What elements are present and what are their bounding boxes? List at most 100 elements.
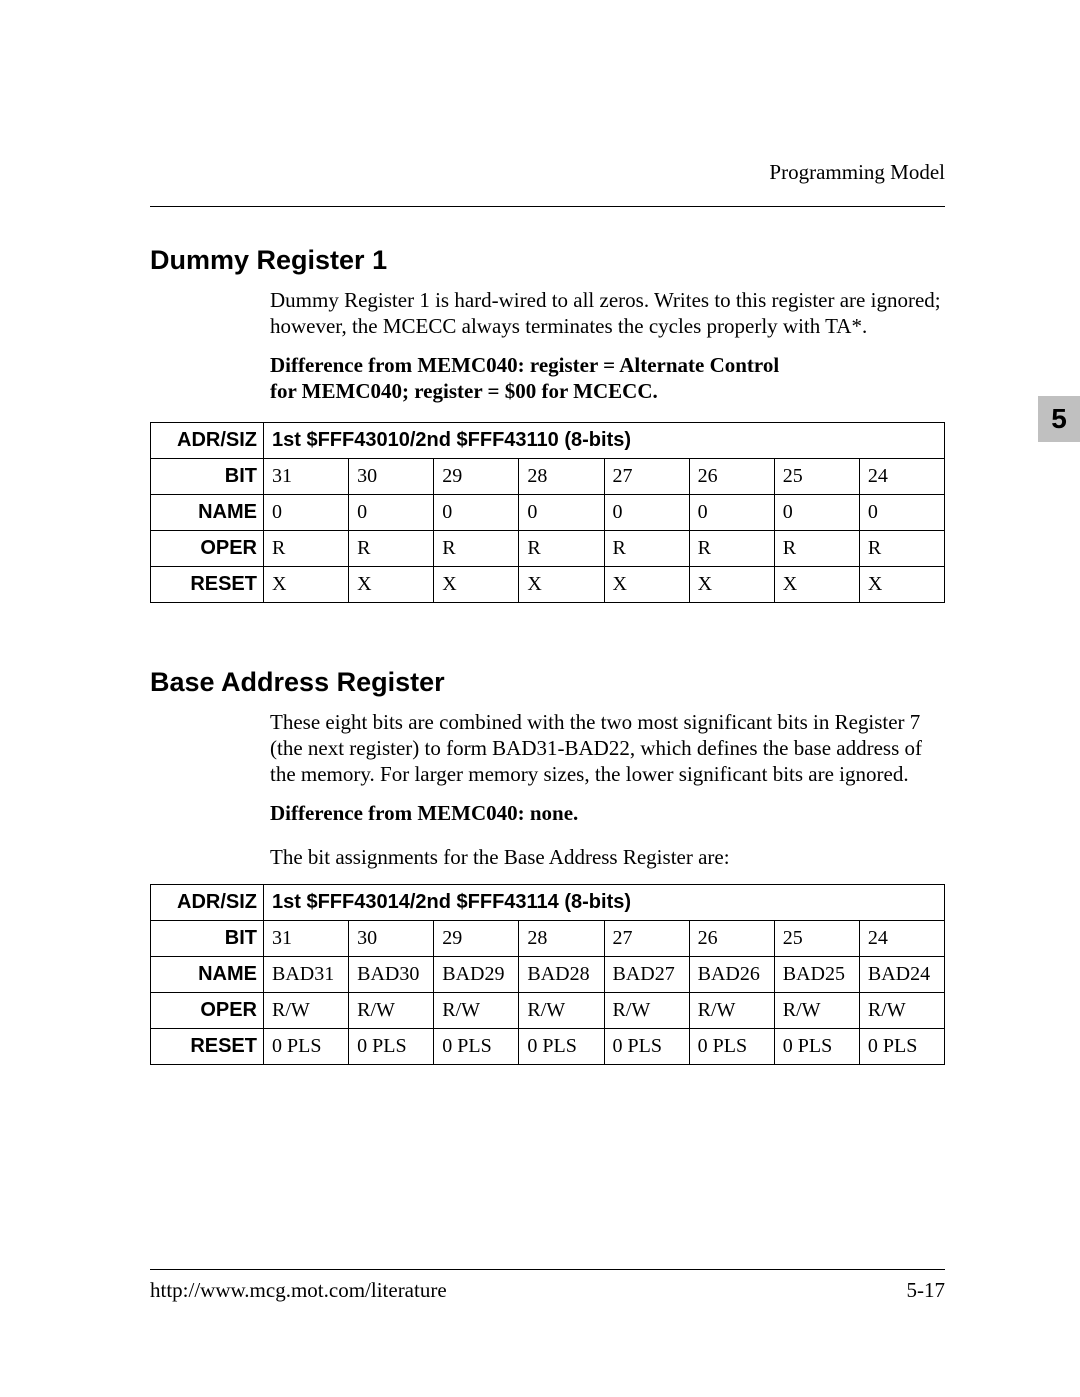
cell: 25	[774, 921, 859, 957]
cell: R	[434, 531, 519, 567]
cell: 28	[519, 921, 604, 957]
cell: BAD29	[434, 957, 519, 993]
cell: R/W	[604, 993, 689, 1029]
section1-register-table: ADR/SIZ 1st $FFF43010/2nd $FFF43110 (8-b…	[150, 422, 945, 603]
cell: 28	[519, 459, 604, 495]
cell: 24	[859, 921, 944, 957]
cell: 27	[604, 921, 689, 957]
cell: R/W	[434, 993, 519, 1029]
row-label-adrsiz: ADR/SIZ	[151, 885, 264, 921]
page-header: Programming Model	[150, 160, 945, 196]
header-rule	[150, 206, 945, 207]
row-label-name: NAME	[151, 957, 264, 993]
cell: 0 PLS	[774, 1029, 859, 1065]
section1-heading: Dummy Register 1	[150, 245, 945, 276]
cell: 0	[774, 495, 859, 531]
cell: X	[859, 567, 944, 603]
cell: 0	[264, 495, 349, 531]
cell: BAD27	[604, 957, 689, 993]
section2-heading: Base Address Register	[150, 667, 945, 698]
row-label-oper: OPER	[151, 993, 264, 1029]
section1-diff-line1: Difference from MEMC040: register = Alte…	[270, 353, 779, 377]
cell: X	[264, 567, 349, 603]
row-label-oper: OPER	[151, 531, 264, 567]
cell: X	[349, 567, 434, 603]
table-row: OPER R/W R/W R/W R/W R/W R/W R/W R/W	[151, 993, 945, 1029]
cell: 0	[604, 495, 689, 531]
section2-body: These eight bits are combined with the t…	[270, 710, 945, 870]
section2-diff-note: Difference from MEMC040: none.	[270, 801, 945, 827]
cell: 26	[689, 921, 774, 957]
cell: R/W	[774, 993, 859, 1029]
cell: 29	[434, 921, 519, 957]
adr-siz-value: 1st $FFF43014/2nd $FFF43114 (8-bits)	[264, 885, 945, 921]
table-row: ADR/SIZ 1st $FFF43010/2nd $FFF43110 (8-b…	[151, 423, 945, 459]
table-row: BIT 31 30 29 28 27 26 25 24	[151, 921, 945, 957]
cell: R	[774, 531, 859, 567]
cell: BAD30	[349, 957, 434, 993]
cell: 0 PLS	[689, 1029, 774, 1065]
cell: R	[859, 531, 944, 567]
cell: R/W	[689, 993, 774, 1029]
cell: BAD31	[264, 957, 349, 993]
cell: 0 PLS	[604, 1029, 689, 1065]
cell: 0 PLS	[859, 1029, 944, 1065]
cell: 26	[689, 459, 774, 495]
section1-para: Dummy Register 1 is hard-wired to all ze…	[270, 288, 945, 339]
table-row: BIT 31 30 29 28 27 26 25 24	[151, 459, 945, 495]
cell: 31	[264, 921, 349, 957]
table-row: NAME BAD31 BAD30 BAD29 BAD28 BAD27 BAD26…	[151, 957, 945, 993]
row-label-adrsiz: ADR/SIZ	[151, 423, 264, 459]
cell: 0	[349, 495, 434, 531]
cell: BAD24	[859, 957, 944, 993]
cell: X	[604, 567, 689, 603]
page-footer: http://www.mcg.mot.com/literature 5-17	[150, 1269, 945, 1303]
row-label-name: NAME	[151, 495, 264, 531]
cell: R/W	[349, 993, 434, 1029]
table-row: RESET X X X X X X X X	[151, 567, 945, 603]
cell: 30	[349, 459, 434, 495]
cell: 29	[434, 459, 519, 495]
section1-diff-note: Difference from MEMC040: register = Alte…	[270, 353, 945, 404]
table-row: ADR/SIZ 1st $FFF43014/2nd $FFF43114 (8-b…	[151, 885, 945, 921]
cell: 0 PLS	[434, 1029, 519, 1065]
cell: 0	[519, 495, 604, 531]
cell: R	[264, 531, 349, 567]
section2-intro: The bit assignments for the Base Address…	[270, 845, 945, 871]
cell: BAD28	[519, 957, 604, 993]
adr-siz-value: 1st $FFF43010/2nd $FFF43110 (8-bits)	[264, 423, 945, 459]
cell: 24	[859, 459, 944, 495]
cell: BAD26	[689, 957, 774, 993]
section1-body: Dummy Register 1 is hard-wired to all ze…	[270, 288, 945, 404]
cell: 0 PLS	[349, 1029, 434, 1065]
cell: BAD25	[774, 957, 859, 993]
section2-para: These eight bits are combined with the t…	[270, 710, 945, 787]
cell: 0 PLS	[264, 1029, 349, 1065]
cell: 0	[859, 495, 944, 531]
row-label-reset: RESET	[151, 567, 264, 603]
cell: R/W	[264, 993, 349, 1029]
cell: 25	[774, 459, 859, 495]
cell: 31	[264, 459, 349, 495]
cell: 27	[604, 459, 689, 495]
row-label-reset: RESET	[151, 1029, 264, 1065]
cell: R	[689, 531, 774, 567]
cell: R/W	[519, 993, 604, 1029]
row-label-bit: BIT	[151, 921, 264, 957]
cell: R	[349, 531, 434, 567]
header-right-text: Programming Model	[769, 160, 945, 185]
footer-right: 5-17	[907, 1278, 946, 1303]
cell: X	[689, 567, 774, 603]
footer-left: http://www.mcg.mot.com/literature	[150, 1278, 447, 1303]
table-row: NAME 0 0 0 0 0 0 0 0	[151, 495, 945, 531]
chapter-tab: 5	[1038, 396, 1080, 442]
cell: R	[519, 531, 604, 567]
cell: X	[519, 567, 604, 603]
page: Programming Model 5 Dummy Register 1 Dum…	[0, 0, 1080, 1397]
cell: X	[774, 567, 859, 603]
cell: 0	[689, 495, 774, 531]
table-row: RESET 0 PLS 0 PLS 0 PLS 0 PLS 0 PLS 0 PL…	[151, 1029, 945, 1065]
table-row: OPER R R R R R R R R	[151, 531, 945, 567]
cell: X	[434, 567, 519, 603]
section2-register-table: ADR/SIZ 1st $FFF43014/2nd $FFF43114 (8-b…	[150, 884, 945, 1065]
